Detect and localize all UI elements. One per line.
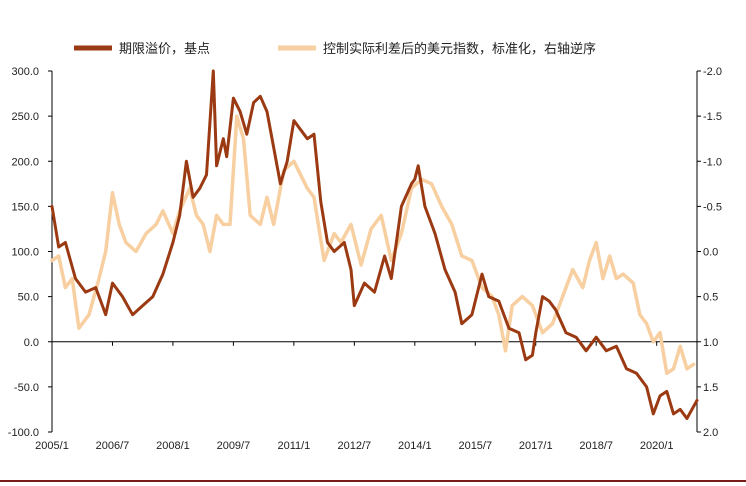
series-line-term-premium: [50, 69, 699, 420]
left-y-tick-label: -50.0: [14, 382, 39, 394]
x-tick-label: 2005/1: [35, 440, 69, 452]
x-tick-label: 2008/1: [156, 440, 190, 452]
right-y-tick-label: -0.5: [703, 201, 722, 213]
x-tick-label: 2006/7: [96, 440, 130, 452]
right-y-tick-label: -1.0: [703, 156, 722, 168]
right-y-tick-label: -2.0: [703, 66, 722, 78]
left-y-tick-label: 150.0: [11, 201, 39, 213]
x-tick-label: 2009/7: [217, 440, 251, 452]
series-group: [50, 69, 699, 420]
x-tick-label: 2017/1: [519, 440, 553, 452]
legend-label-dollar-index: 控制实际利差后的美元指数，标准化，右轴逆序: [323, 41, 596, 57]
left-y-tick-label: 250.0: [11, 111, 39, 123]
left-y-tick-label: -100.0: [8, 427, 39, 439]
right-y-tick-label: 1.5: [703, 382, 718, 394]
left-y-tick-label: 0.0: [24, 337, 39, 349]
right-y-tick-label: -1.5: [703, 111, 722, 123]
x-tick-label: 2020/1: [640, 440, 674, 452]
legend: 期限溢价，基点 控制实际利差后的美元指数，标准化，右轴逆序: [74, 41, 596, 57]
right-y-tick-label: 2.0: [703, 427, 718, 439]
x-tick-label: 2015/7: [458, 440, 492, 452]
x-tick-label: 2018/7: [579, 440, 613, 452]
left-y-tick-label: 50.0: [18, 292, 39, 304]
legend-label-term-premium: 期限溢价，基点: [119, 42, 210, 57]
right-y-tick-label: 0.5: [703, 292, 718, 304]
left-y-tick-label: 300.0: [11, 66, 39, 78]
axes: 300.0 250.0 200.0 150.0 100.0 50.0 0.0 -50.0 -10…: [8, 66, 722, 452]
left-y-tick-label: 100.0: [11, 247, 39, 259]
right-y-tick-label: 1.0: [703, 337, 718, 349]
x-tick-label: 2011/1: [277, 440, 310, 452]
x-tick-label: 2012/7: [338, 440, 372, 452]
right-y-tick-label: 0.0: [703, 247, 718, 259]
series-line-dollar-index: [50, 114, 696, 376]
x-tick-label: 2014/1: [398, 440, 432, 452]
left-y-tick-label: 200.0: [11, 156, 39, 168]
